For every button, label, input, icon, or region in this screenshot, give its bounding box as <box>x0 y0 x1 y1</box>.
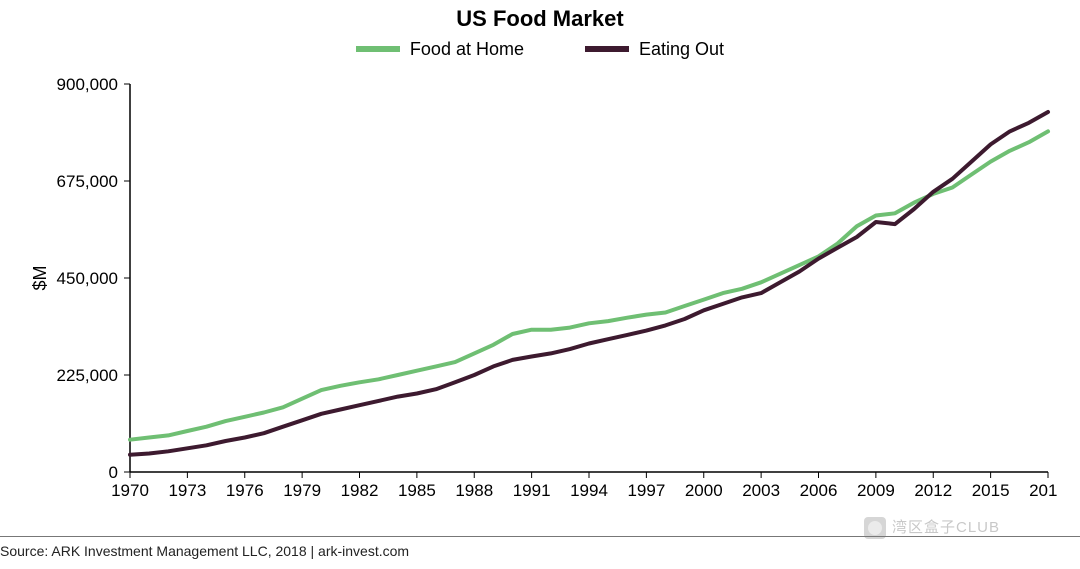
svg-text:1976: 1976 <box>226 481 264 500</box>
svg-text:1997: 1997 <box>627 481 665 500</box>
watermark-text: 湾区盒子CLUB <box>892 519 1000 536</box>
legend-item-food-at-home: Food at Home <box>356 39 524 60</box>
legend-item-eating-out: Eating Out <box>585 39 724 60</box>
svg-text:1985: 1985 <box>398 481 436 500</box>
svg-text:1973: 1973 <box>168 481 206 500</box>
svg-text:1970: 1970 <box>111 481 149 500</box>
svg-text:0: 0 <box>109 463 118 482</box>
svg-text:2006: 2006 <box>800 481 838 500</box>
svg-text:225,000: 225,000 <box>57 366 118 385</box>
legend-swatch-icon <box>356 46 400 52</box>
svg-text:900,000: 900,000 <box>57 75 118 94</box>
svg-text:$M: $M <box>30 265 50 290</box>
svg-text:2009: 2009 <box>857 481 895 500</box>
chart-plot-area: 0 225,000 450,000 675,000 900,000 1970 1973 197… <box>22 64 1058 504</box>
legend-label: Food at Home <box>410 39 524 60</box>
legend-swatch-icon <box>585 46 629 52</box>
svg-text:2015: 2015 <box>972 481 1010 500</box>
svg-text:2003: 2003 <box>742 481 780 500</box>
line-chart-svg: 0 225,000 450,000 675,000 900,000 1970 1973 197… <box>22 64 1058 504</box>
svg-text:1982: 1982 <box>341 481 379 500</box>
svg-text:675,000: 675,000 <box>57 172 118 191</box>
legend-label: Eating Out <box>639 39 724 60</box>
svg-text:1991: 1991 <box>513 481 551 500</box>
svg-text:1979: 1979 <box>283 481 321 500</box>
svg-text:450,000: 450,000 <box>57 269 118 288</box>
svg-text:1994: 1994 <box>570 481 608 500</box>
chart-source: Source: ARK Investment Management LLC, 2… <box>0 536 1080 559</box>
chart-title: US Food Market <box>0 6 1080 32</box>
svg-text:1988: 1988 <box>455 481 493 500</box>
chart-page: US Food Market Food at Home Eating Out 0… <box>0 0 1080 569</box>
svg-text:2018: 2018 <box>1029 481 1058 500</box>
chart-legend: Food at Home Eating Out <box>0 36 1080 60</box>
svg-text:2000: 2000 <box>685 481 723 500</box>
svg-text:2012: 2012 <box>914 481 952 500</box>
